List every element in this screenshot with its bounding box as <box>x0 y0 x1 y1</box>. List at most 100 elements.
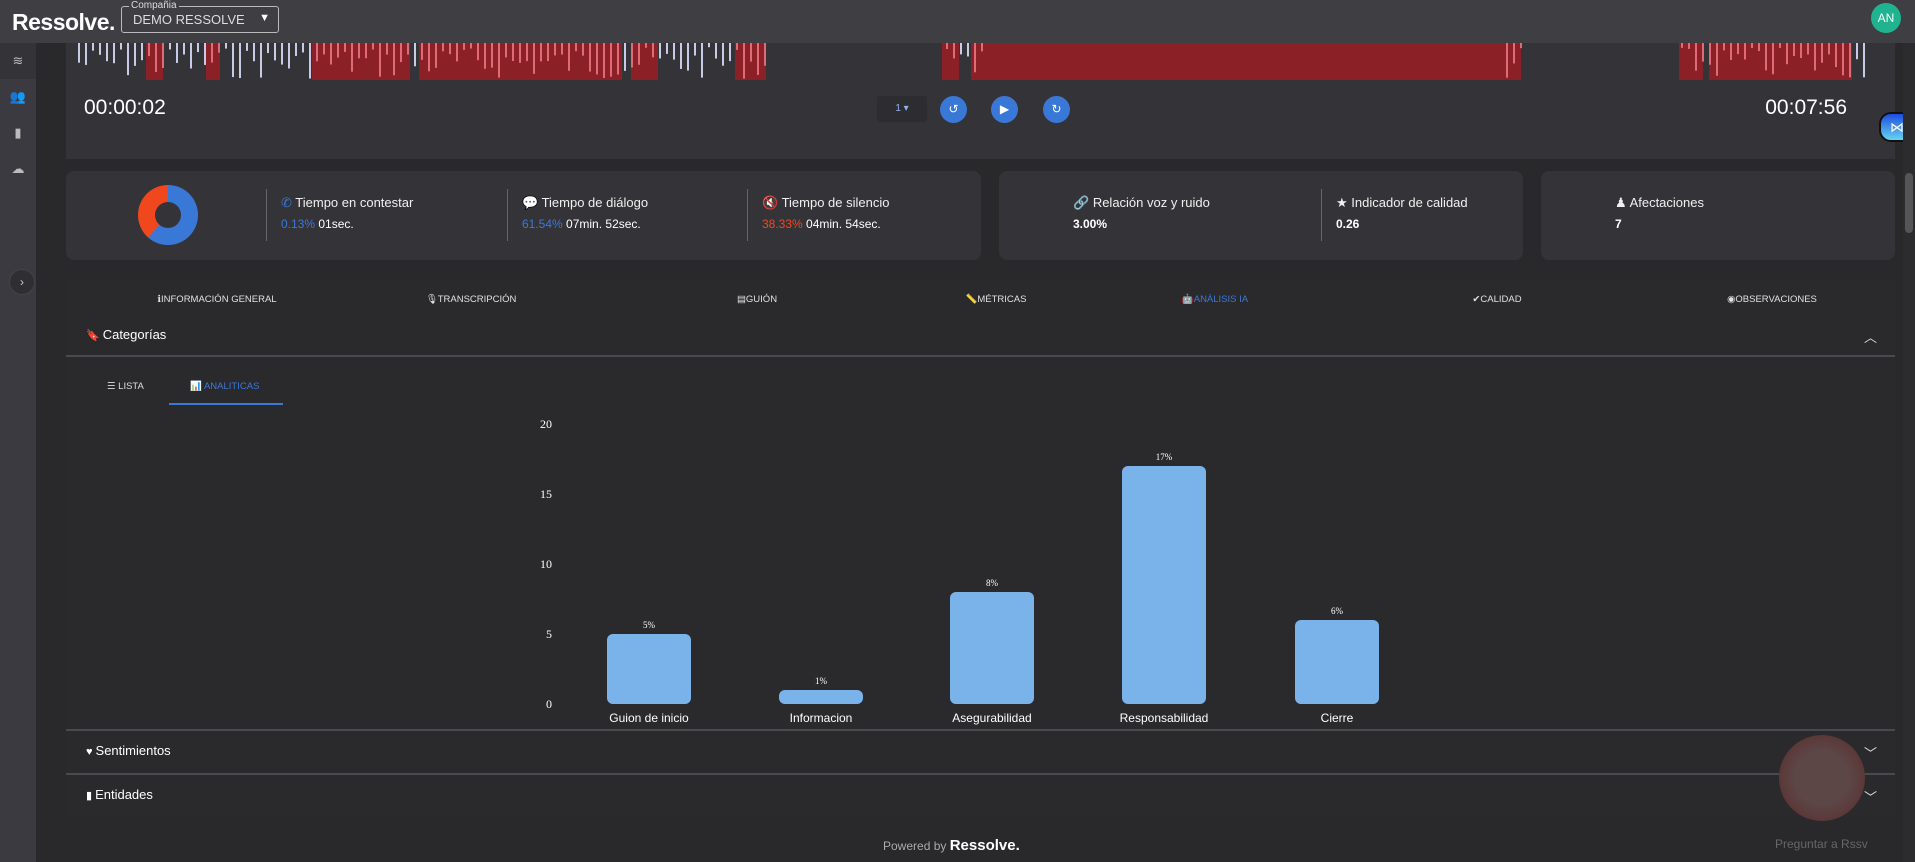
waveform-bar <box>239 43 241 79</box>
forward-button[interactable]: ↻ <box>1043 96 1070 123</box>
speed-select[interactable]: 1 ▾ <box>877 96 927 122</box>
waveform-bar <box>92 43 94 51</box>
main-panel: ℹINFORMACIÓN GENERAL 🎙TRANSCRIPCIÓN ▤GUI… <box>66 280 1895 816</box>
waveform-segment <box>942 43 959 80</box>
ruler-icon: 📏 <box>965 294 978 305</box>
waveform-bar <box>610 43 612 77</box>
tab-transcripcion[interactable]: 🎙TRANSCRIPCIÓN <box>426 294 517 305</box>
waveform-bar <box>204 43 206 65</box>
chevron-up-icon[interactable]: ︿ <box>1863 330 1877 345</box>
stat-value: 0.26 <box>1336 217 1360 231</box>
waveform-bar <box>729 43 731 62</box>
waveform-bar <box>960 43 962 55</box>
check-icon: ✔ <box>1472 294 1481 305</box>
waveform-bar <box>757 43 759 75</box>
footer-powered: Powered by Ressolve. <box>883 837 1020 854</box>
users-icon[interactable]: 👥 <box>9 89 27 104</box>
scrollbar-thumb[interactable] <box>1905 173 1913 233</box>
waveform-bar <box>498 43 500 78</box>
floating-assistant-button[interactable] <box>1779 735 1865 821</box>
waveform-bar <box>568 43 570 71</box>
waveform-bar <box>694 43 696 56</box>
company-select[interactable]: Compañia DEMO RESSOLVE ▼ <box>121 0 279 33</box>
subtab-lista[interactable]: ☰ LISTA <box>107 381 144 392</box>
waveform-bar <box>715 43 717 59</box>
waveform-bar <box>652 43 654 58</box>
tab-informacion-general[interactable]: ℹINFORMACIÓN GENERAL <box>157 294 276 305</box>
waveform-bar <box>1758 43 1760 52</box>
section-entidades-header[interactable]: ▮ Entidades ﹀ <box>66 787 1895 805</box>
waveform-bar <box>1716 43 1718 76</box>
scrollbar[interactable] <box>1903 43 1915 862</box>
waveform-bar <box>190 43 192 69</box>
section-categorias-header[interactable]: 🔖 Categorías ︿ <box>66 327 1895 345</box>
play-button[interactable]: ▶ <box>991 96 1018 123</box>
logo: Ressolve. <box>12 9 115 35</box>
waveform-bar <box>1744 43 1746 60</box>
waveform-bar <box>232 43 234 78</box>
bar <box>950 592 1034 704</box>
tab-label: TRANSCRIPCIÓN <box>437 294 517 305</box>
waveform-bar <box>526 43 528 62</box>
end-time: 00:07:56 <box>1765 96 1847 119</box>
stat-dialogue-time: 💬 Tiempo de diálogo 61.54% 07min. 52sec. <box>507 189 648 241</box>
x-tick-label: Guion de inicio <box>609 711 689 725</box>
waveform-bar <box>680 43 682 69</box>
rewind-button[interactable]: ↺ <box>940 96 967 123</box>
waveform-segment <box>971 43 1521 80</box>
ask-rssv-link[interactable]: Preguntar a Rssv <box>1775 837 1868 851</box>
waveform-bar <box>113 43 115 64</box>
waveform-bar <box>400 43 402 63</box>
person-icon: ♟ <box>1615 195 1627 210</box>
waveform-bar <box>414 43 416 67</box>
waveform-bar <box>421 43 423 60</box>
waveform-bar <box>1828 43 1830 55</box>
company-label: Compañia <box>129 0 179 11</box>
waveform-bar <box>288 43 290 69</box>
waveform-segment <box>312 43 410 80</box>
stat-pct: 0.13% <box>281 217 316 231</box>
waveform-bar <box>309 43 311 79</box>
sidebar-expand-button[interactable]: › <box>9 269 35 295</box>
section-title: Sentimientos <box>95 743 171 758</box>
waveform-bar <box>78 43 80 63</box>
clipboard-icon[interactable]: ▮ <box>14 125 22 140</box>
tab-analisis-ia[interactable]: 🤖ANÁLISIS IA <box>1182 294 1248 305</box>
layers-icon[interactable]: ≋ <box>0 43 36 79</box>
tab-observaciones[interactable]: ◉OBSERVACIONES <box>1727 294 1817 305</box>
waveform[interactable] <box>66 43 1895 80</box>
waveform-bar <box>736 43 738 50</box>
waveform-bar <box>554 43 556 56</box>
book-icon: ▮ <box>86 790 93 802</box>
chart-icon: 📊 <box>190 381 202 392</box>
waveform-bar <box>547 43 549 62</box>
waveform-bar <box>1793 43 1795 56</box>
tab-metricas[interactable]: 📏MÉTRICAS <box>966 294 1027 305</box>
waveform-bar <box>120 43 122 50</box>
info-icon: ℹ <box>157 294 161 305</box>
waveform-bar <box>323 43 325 55</box>
chevron-down-icon[interactable]: ﹀ <box>1863 746 1877 761</box>
robot-icon: 🤖 <box>1181 294 1194 305</box>
list-icon: ☰ <box>107 381 116 392</box>
cloud-upload-icon[interactable]: ☁ <box>11 161 25 176</box>
waveform-bar <box>946 43 948 50</box>
waveform-bar <box>127 43 129 76</box>
audio-player: 00:00:02 00:07:56 <box>66 43 1895 159</box>
subtab-label: ANALITICAS <box>203 381 260 392</box>
x-tick-label: Asegurabilidad <box>952 711 1031 725</box>
chevron-down-icon[interactable]: ﹀ <box>1863 790 1877 805</box>
waveform-bar <box>344 43 346 52</box>
waveform-bar <box>330 43 332 65</box>
waveform-bar <box>477 43 479 61</box>
avatar[interactable]: AN <box>1871 3 1901 33</box>
subtab-analiticas[interactable]: 📊 ANALITICAS <box>190 381 259 392</box>
categories-bar-chart: 0 5 10 15 20 5% Guion de inicio 1% Informacion 8%… <box>540 417 1379 725</box>
waveform-bar <box>953 43 955 59</box>
tab-guion[interactable]: ▤GUIÓN <box>737 294 777 305</box>
time-stats-card: ✆ Tiempo en contestar 0.13% 01sec. 💬 Tie… <box>66 171 981 260</box>
waveform-bar <box>666 43 668 54</box>
tab-calidad[interactable]: ✔CALIDAD <box>1472 294 1521 305</box>
waveform-bar <box>1681 43 1683 48</box>
section-sentimientos-header[interactable]: ♥ Sentimientos ﹀ <box>66 743 1895 761</box>
